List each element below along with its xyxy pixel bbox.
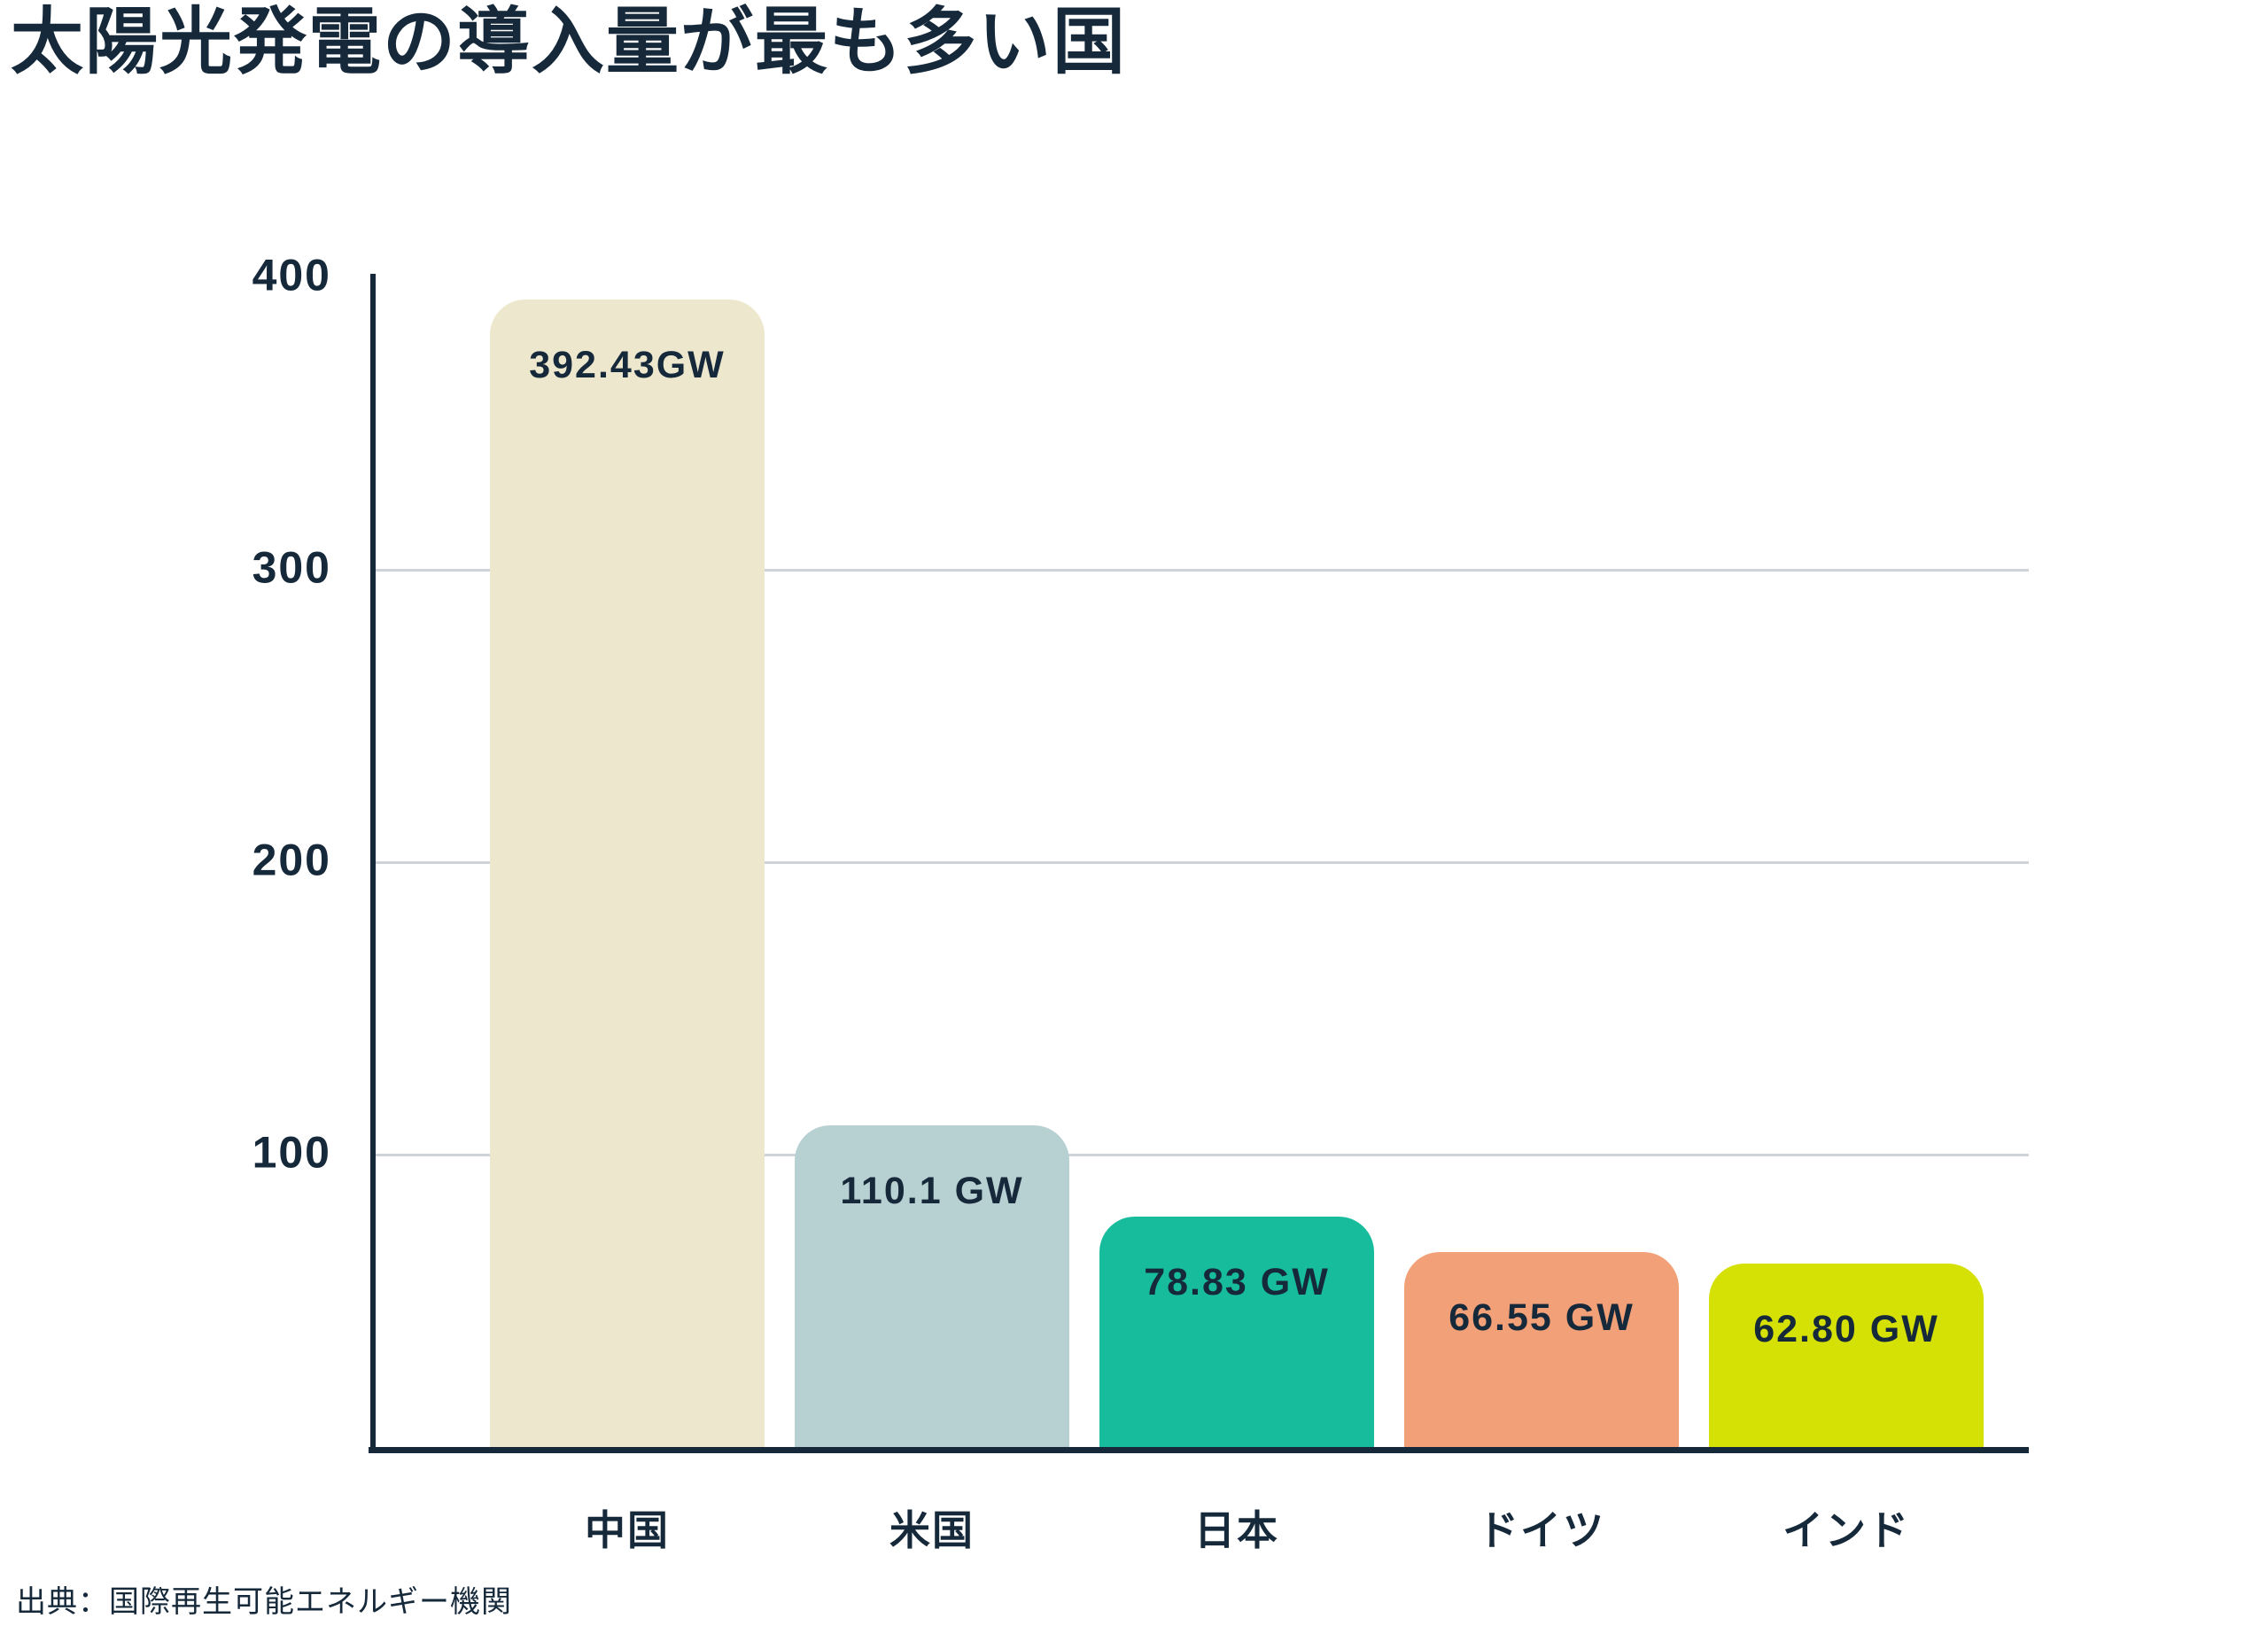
bars-row: 392.43GW 110.1 GW 78.83 GW 66.55 GW 62.8…	[490, 300, 1984, 1447]
bar-usa: 110.1 GW	[795, 1124, 1069, 1447]
bar-germany: 66.55 GW	[1404, 1252, 1679, 1447]
gridline-100	[372, 1153, 2029, 1156]
x-label-usa: 米国	[889, 1507, 975, 1553]
chart-title: 太陽光発電の導入量が最も多い国	[11, 2, 1128, 82]
x-label-india: インド	[1783, 1507, 1910, 1553]
y-tick-label-300: 300	[252, 542, 331, 593]
x-axis-line	[369, 1447, 2029, 1453]
gridline-300	[372, 568, 2029, 572]
x-label-germany: ドイツ	[1478, 1507, 1605, 1553]
gridline-200	[372, 860, 2029, 864]
bar-japan: 78.83 GW	[1099, 1216, 1374, 1447]
x-label-japan: 日本	[1194, 1507, 1279, 1553]
bar-value-label-japan: 78.83 GW	[1144, 1260, 1330, 1303]
bar-value-label-india: 62.80 GW	[1753, 1307, 1939, 1350]
bar-india: 62.80 GW	[1709, 1263, 1984, 1447]
y-tick-label-200: 200	[252, 835, 331, 885]
source-note: 出典：国際再生可能エネルギー機関	[16, 1585, 512, 1619]
y-tick-label-100: 100	[252, 1127, 331, 1178]
bar-value-label-usa: 110.1 GW	[840, 1169, 1024, 1212]
plot-area: 100 200 300 400 392.43GW 110.1 GW 78.83 …	[252, 251, 2029, 1553]
x-axis-labels: 中国 米国 日本 ドイツ インド	[490, 1498, 1984, 1557]
bar-china: 392.43GW	[490, 300, 765, 1447]
y-axis-line	[370, 274, 376, 1447]
bar-value-label-china: 392.43GW	[529, 344, 726, 386]
x-label-china: 中国	[585, 1507, 670, 1553]
bar-value-label-germany: 66.55 GW	[1449, 1296, 1635, 1340]
y-tick-label-400: 400	[252, 250, 331, 300]
